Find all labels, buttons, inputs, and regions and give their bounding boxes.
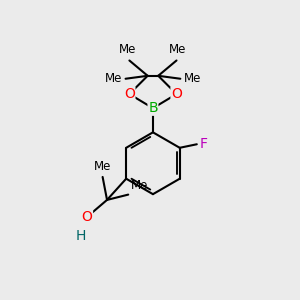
Text: F: F [199,137,207,151]
Text: O: O [171,87,182,101]
Text: B: B [148,101,158,115]
Text: Me: Me [105,72,122,85]
Text: O: O [124,87,135,101]
Text: Me: Me [130,179,148,192]
Text: Me: Me [119,43,136,56]
Text: Me: Me [184,72,201,85]
Text: H: H [75,229,86,243]
Text: O: O [82,210,92,224]
Text: Me: Me [94,160,111,173]
Text: Me: Me [169,43,187,56]
